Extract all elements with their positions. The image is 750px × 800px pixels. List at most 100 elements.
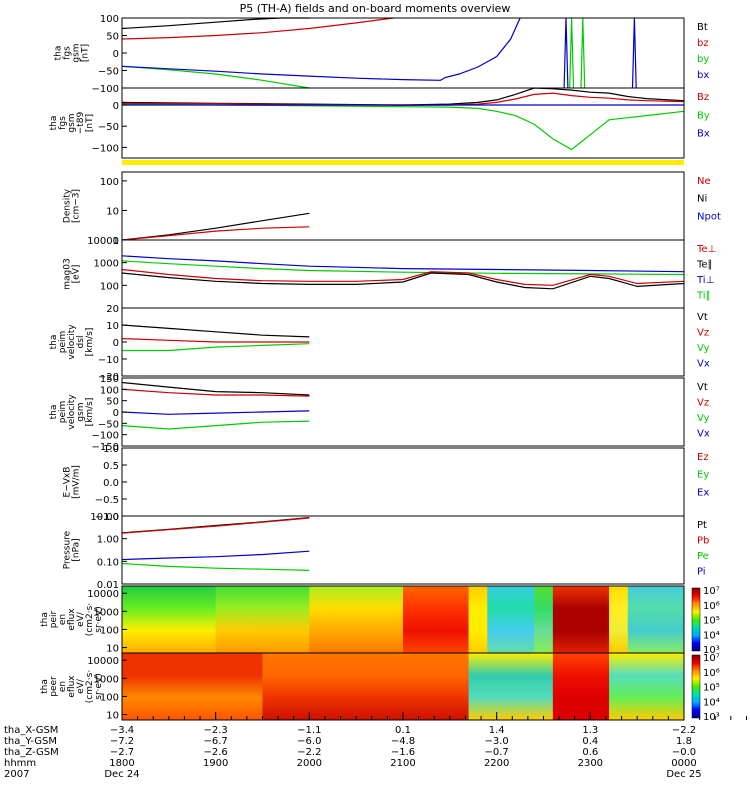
series-line xyxy=(121,17,394,40)
y-axis-label: [nT] xyxy=(81,44,91,62)
y-tick-label: 1 xyxy=(113,236,119,247)
y-tick-label: 50 xyxy=(106,32,119,43)
ephemeris-value: Dec 25 xyxy=(666,769,701,780)
heatmap-band xyxy=(609,653,685,720)
ephemeris-value: 1900 xyxy=(203,758,228,769)
panel-frame xyxy=(121,17,685,89)
heatmap-band xyxy=(552,653,610,720)
y-axis-label: [nT] xyxy=(85,114,95,132)
series-line xyxy=(121,381,310,396)
ephemeris-value: −7.2 xyxy=(110,736,134,747)
y-tick-label: 100 xyxy=(100,14,119,25)
heatmap-band xyxy=(468,586,488,653)
series-line xyxy=(121,87,685,106)
panel-frame xyxy=(121,377,685,447)
ephemeris-value: −3.4 xyxy=(110,725,134,736)
ephemeris-value: −0.7 xyxy=(485,747,509,758)
ephemeris-value: 1.3 xyxy=(582,725,598,736)
y-tick-label: 20 xyxy=(106,304,119,315)
legend-entry: Ni xyxy=(697,194,707,205)
series-line xyxy=(121,226,310,241)
ephemeris-label: tha_Z-GSM xyxy=(4,747,59,758)
ephemeris-label: 2007 xyxy=(4,769,29,780)
ephemeris-label: tha_X-GSM xyxy=(4,725,58,736)
colorbar-label: 10⁶ xyxy=(703,668,720,679)
y-axis-label: Pressure xyxy=(63,530,73,569)
y-tick-label: 50 xyxy=(106,397,119,408)
series-line xyxy=(121,260,685,276)
colorbar-label: 10³ xyxy=(703,645,720,656)
heatmap-band xyxy=(552,586,610,653)
y-tick-label: 100 xyxy=(100,692,119,703)
legend-entry: Vt xyxy=(697,312,708,323)
y-tick-label: 1.0 xyxy=(103,444,119,455)
series-line xyxy=(121,103,685,151)
ephemeris-label: tha_Y-GSM xyxy=(4,736,57,747)
ephemeris-value: 1.4 xyxy=(489,725,505,736)
legend-entry: Vx xyxy=(697,359,710,370)
y-axis-label: en xyxy=(58,614,68,625)
series-line xyxy=(121,92,685,107)
series-line xyxy=(121,255,685,273)
y-axis-label: sr·eV) xyxy=(94,673,104,699)
y-tick-label: −10 xyxy=(98,355,119,366)
y-axis-label: (cm2·s· xyxy=(85,603,95,636)
plot-title: P5 (TH-A) fields and on-board moments ov… xyxy=(239,2,511,15)
y-axis-label: peer xyxy=(49,676,59,697)
y-tick-label: 1000 xyxy=(94,607,119,618)
legend-entry: Npot xyxy=(697,211,721,222)
y-tick-label: 100 xyxy=(100,625,119,636)
legend-entry: Bt xyxy=(697,22,708,33)
series-line xyxy=(121,517,310,534)
panel-6: 1.0 0.5 0.0 −0.5 −1.0 E−VxB [mV/m] Ez Ey Ex xyxy=(63,444,710,523)
y-axis-label: velocity xyxy=(67,394,77,430)
y-tick-label: 0 xyxy=(113,338,119,349)
ephemeris-value: 0.4 xyxy=(582,736,598,747)
y-axis-label: mag03 xyxy=(63,258,73,289)
ephemeris-value: −2.3 xyxy=(204,725,228,736)
legend-entry: Bz xyxy=(697,92,709,103)
legend-entry: by xyxy=(697,54,709,65)
colorbar-label: 10⁴ xyxy=(703,697,720,708)
y-tick-label: 0.5 xyxy=(103,461,119,472)
y-tick-label: −1.0 xyxy=(95,512,119,523)
panel-1: 0 −50 −100 tha fgs gsm −t89 [nT] Bz By Bx xyxy=(49,87,710,159)
legend-entry: Vy xyxy=(697,413,710,424)
y-axis-label: tha xyxy=(40,679,50,694)
ephemeris-value: −1.1 xyxy=(297,725,321,736)
y-tick-label: 10000 xyxy=(87,236,119,247)
y-axis-label: eV/ xyxy=(76,611,86,627)
series-line xyxy=(121,562,310,571)
panel-0: 100 50 0 −50 −100 tha fgs gsm [nT] Bt bz by bx xyxy=(54,14,710,95)
y-axis-label: gsm xyxy=(67,113,77,132)
panel-frame xyxy=(121,87,685,159)
legend-entry: Vy xyxy=(697,343,710,354)
panel-frame xyxy=(121,515,685,585)
y-tick-label: −100 xyxy=(92,84,119,95)
y-axis-label: fgs xyxy=(58,116,68,130)
heatmap-band xyxy=(403,586,470,653)
colorbar-label: 10⁴ xyxy=(703,630,720,641)
panel-2: 100 10 1 Density [cm−3] Ne Ni Npot xyxy=(63,171,721,247)
y-tick-label: 10 xyxy=(106,206,119,217)
y-axis-label: sr·eV) xyxy=(94,606,104,632)
heatmap-band xyxy=(309,586,404,653)
y-tick-label: 1.00 xyxy=(97,535,119,546)
legend-entry: Te⊥ xyxy=(696,244,716,255)
y-tick-label: −150 xyxy=(92,442,119,453)
heatmap-band xyxy=(627,586,685,653)
panel-7: 10.00 1.00 0.10 0.01 Pressure [nPa] Pt Pb Pe Pi xyxy=(63,512,710,591)
y-axis-label: Density xyxy=(63,188,73,223)
legend-entry: Ey xyxy=(697,470,709,481)
series-line xyxy=(121,420,310,430)
y-axis-label: tha xyxy=(54,46,64,61)
ephemeris-value: 2100 xyxy=(390,758,415,769)
colorbar-label: 10⁶ xyxy=(703,601,720,612)
colorbar-label: 10³ xyxy=(703,712,720,723)
y-tick-label: −20 xyxy=(98,372,119,383)
y-axis-label: [eV] xyxy=(72,265,82,284)
y-axis-label: gsm xyxy=(76,402,86,421)
y-tick-label: 100 xyxy=(100,281,119,292)
ephemeris-value: −4.8 xyxy=(391,736,415,747)
legend-entry: Ez xyxy=(697,452,709,463)
